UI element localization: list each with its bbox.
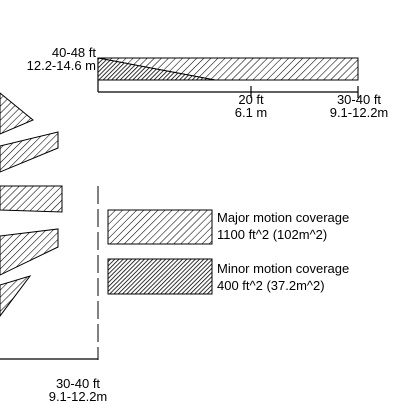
side-view-mid-label: 20 ft 6.1 m: [211, 93, 291, 119]
major-coverage-title: Major motion coverage: [217, 210, 350, 225]
range-label-ft: 30-40 ft: [55, 376, 101, 391]
top-view-wedge: [0, 228, 59, 276]
top-view-wedge: [0, 92, 34, 135]
minor-coverage-swatch: [107, 258, 213, 295]
top-view-range-label: 30-40 ft 9.1-12.2m: [36, 377, 120, 403]
top-view-wedge: [0, 275, 32, 317]
height-label-m: 12.2-14.6 m: [26, 58, 96, 73]
top-view-wedge: [0, 131, 59, 173]
minor-coverage-area: 400 ft^2 (37.2m^2): [217, 278, 325, 293]
range-label-m: 9.1-12.2m: [48, 389, 108, 404]
major-coverage-area: 1100 ft^2 (102m^2): [217, 227, 328, 242]
major-coverage-legend: Major motion coverage 1100 ft^2 (102m^2): [217, 211, 349, 241]
height-label-ft: 40-48 ft: [51, 45, 96, 60]
side-view-far-label: 30-40 ft 9.1-12.2m: [322, 93, 396, 119]
minor-coverage-title: Minor motion coverage: [217, 261, 350, 276]
side-view-height-label: 40-48 ft 12.2-14.6 m: [0, 46, 96, 72]
far-label-ft: 30-40 ft: [336, 92, 382, 107]
mid-label-m: 6.1 m: [234, 105, 268, 120]
minor-coverage-legend: Minor motion coverage 400 ft^2 (37.2m^2): [217, 262, 349, 292]
far-label-m: 9.1-12.2m: [329, 105, 389, 120]
mid-label-ft: 20 ft: [238, 92, 264, 107]
major-coverage-swatch: [107, 209, 213, 245]
top-view-wedge: [0, 185, 63, 213]
top-view-fan: [0, 92, 63, 317]
